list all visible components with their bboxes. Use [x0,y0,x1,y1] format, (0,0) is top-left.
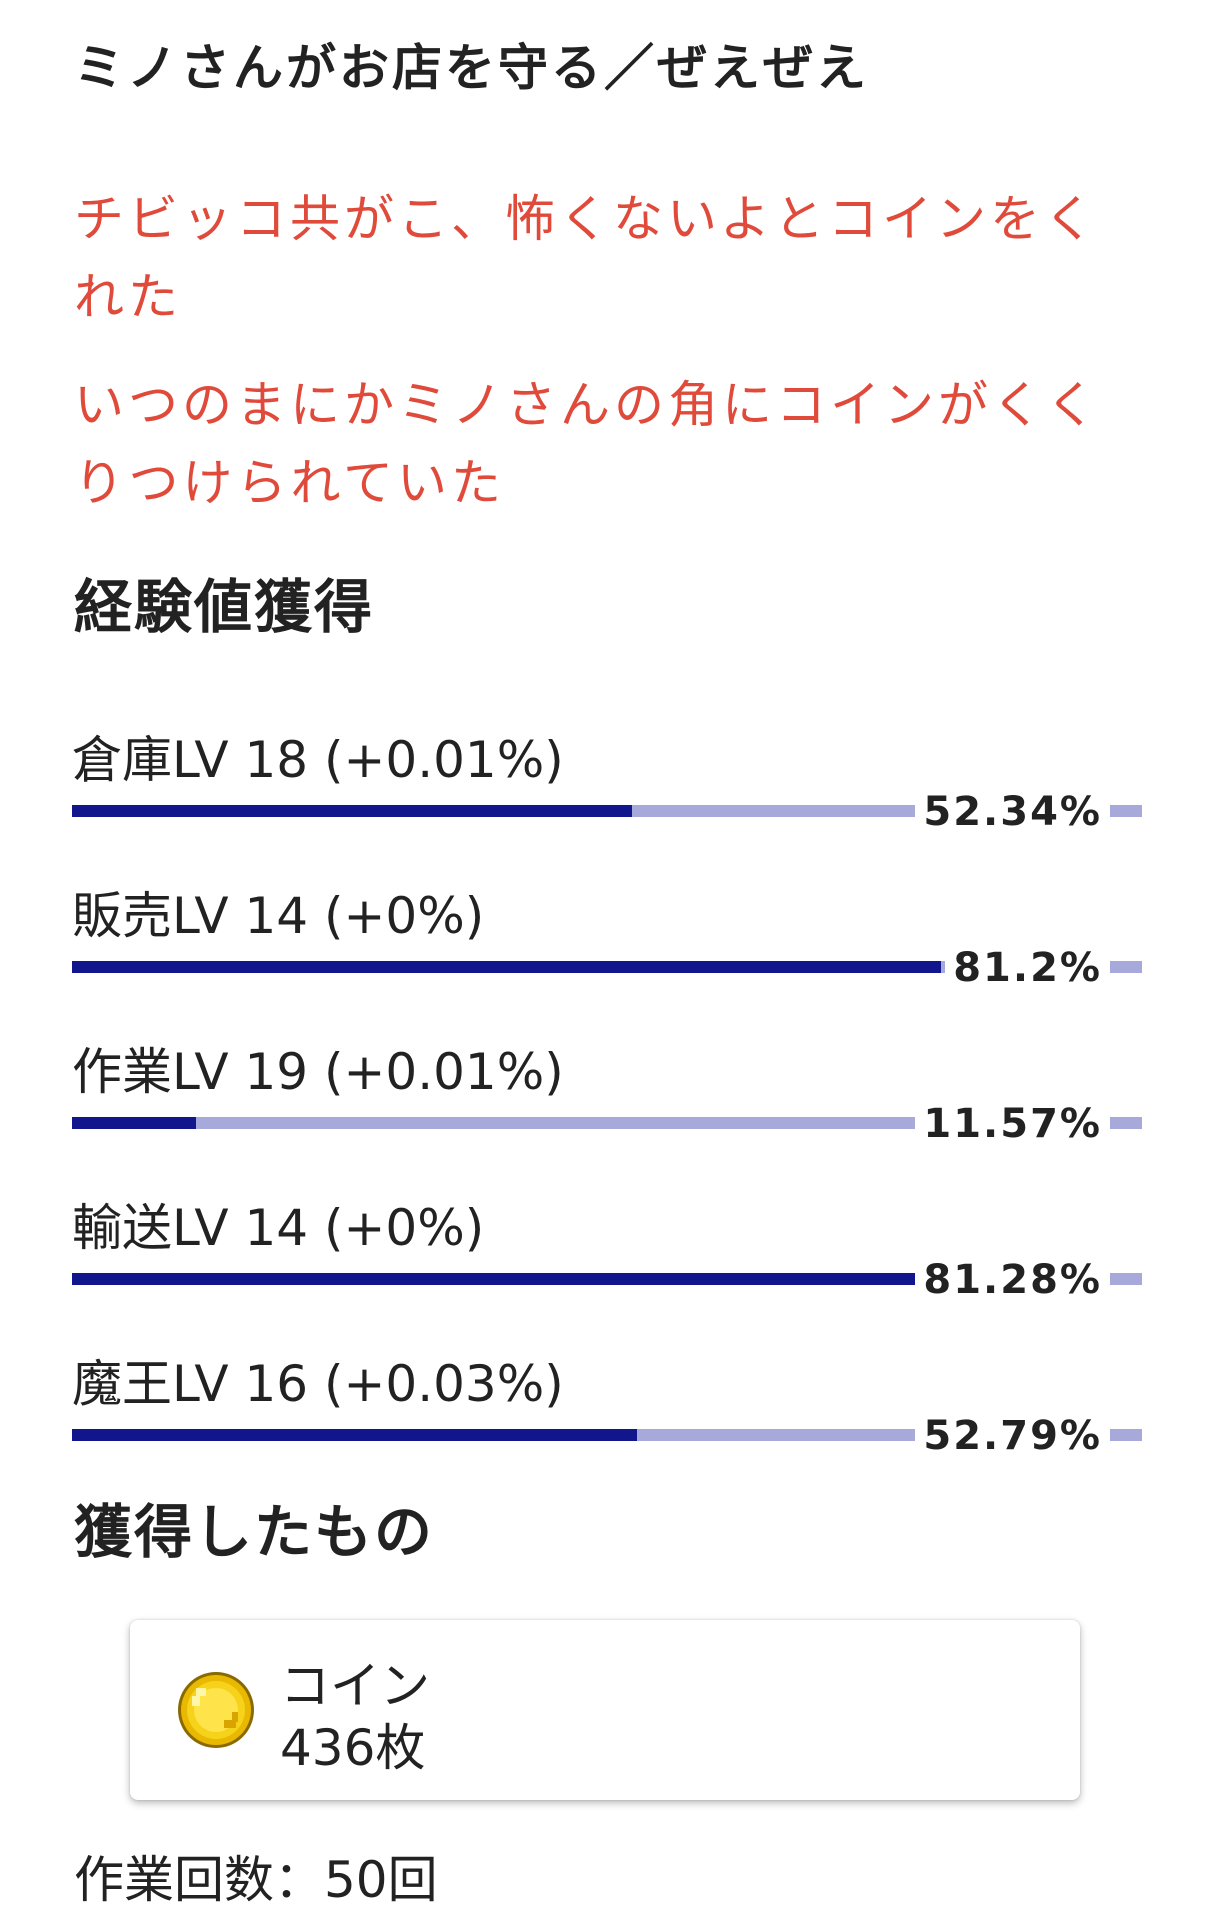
skill-row: 作業LV 19 (+0.01%) 11.57% [0,1024,1220,1174]
progress-bar-fill [72,1273,942,1285]
progress-bar [72,805,1142,817]
progress-bar-fill [72,1429,637,1441]
story-line: いつのまにかミノさんの角にコインがくくりつけられていた [74,376,1100,512]
skill-label: 倉庫LV 18 (+0.01%) [72,731,564,789]
progress-bar [72,1117,1142,1129]
skill-label: 輸送LV 14 (+0%) [72,1199,485,1257]
story-line: チビッコ共がこ、怖くないよとコインをくれた [74,190,1098,326]
item-count: 436枚 [280,1719,426,1777]
page-title: ミノさんがお店を守る／ぜえぜえ [74,39,869,97]
skill-row: 倉庫LV 18 (+0.01%) 52.34% [0,712,1220,862]
progress-value: 81.2% [945,944,1110,992]
item-card: コイン 436枚 [130,1620,1080,1800]
skill-row: 販売LV 14 (+0%) 81.2% [0,868,1220,1018]
work-count: 作業回数：50回 [74,1851,438,1909]
progress-value: 52.79% [915,1412,1110,1460]
gold-coin-icon [178,1672,254,1748]
obtained-section-heading: 獲得したもの [74,1498,435,1566]
progress-bar [72,1273,1142,1285]
progress-value: 11.57% [915,1100,1110,1148]
progress-bar-fill [72,1117,196,1129]
skill-label: 販売LV 14 (+0%) [72,887,485,945]
exp-section-heading: 経験値獲得 [74,573,375,641]
skill-label: 作業LV 19 (+0.01%) [72,1043,564,1101]
progress-bar [72,1429,1142,1441]
skill-row: 輸送LV 14 (+0%) 81.28% [0,1180,1220,1330]
item-name: コイン [280,1657,430,1715]
skill-row: 魔王LV 16 (+0.03%) 52.79% [0,1336,1220,1486]
progress-bar-fill [72,961,941,973]
progress-value: 52.34% [915,788,1110,836]
progress-bar [72,961,1142,973]
progress-value: 81.28% [915,1256,1110,1304]
progress-bar-fill [72,805,633,817]
skill-label: 魔王LV 16 (+0.03%) [72,1355,564,1413]
